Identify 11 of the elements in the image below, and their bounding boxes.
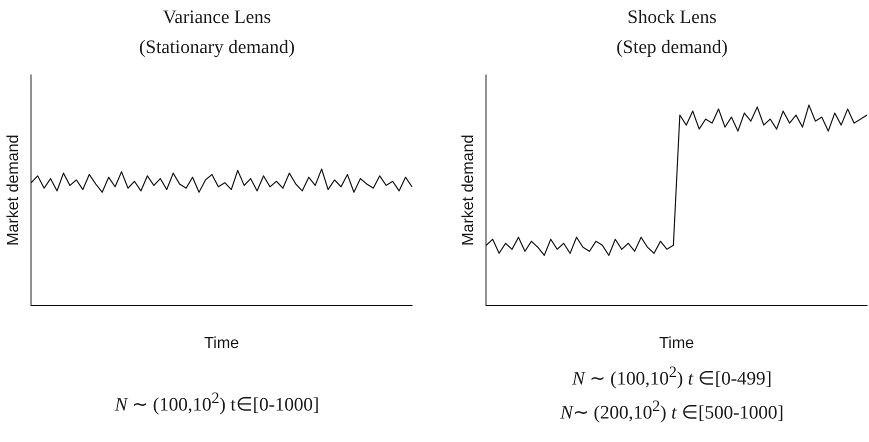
chart-title: Shock Lens [626,6,718,30]
text: N ∼ (100,10$^{2}$) t∈[0-1000] [114,389,320,418]
x-axis-title: Time [659,334,694,352]
text: N∼ (200,10$^{2}$) t ∈[500-1000] [559,397,785,426]
y-axis-title: Market demand [460,134,478,246]
y-axis-title: Market demand [5,134,22,246]
chart-subtitle: (Stationary demand) [138,36,296,60]
x-axis-title: Time [204,334,240,352]
chart-subtitle: (Step demand) [615,36,729,60]
chart-title: Variance Lens [162,6,272,30]
text: N ∼ (100,10$^{2}$) t ∈[0-499] [571,363,773,392]
